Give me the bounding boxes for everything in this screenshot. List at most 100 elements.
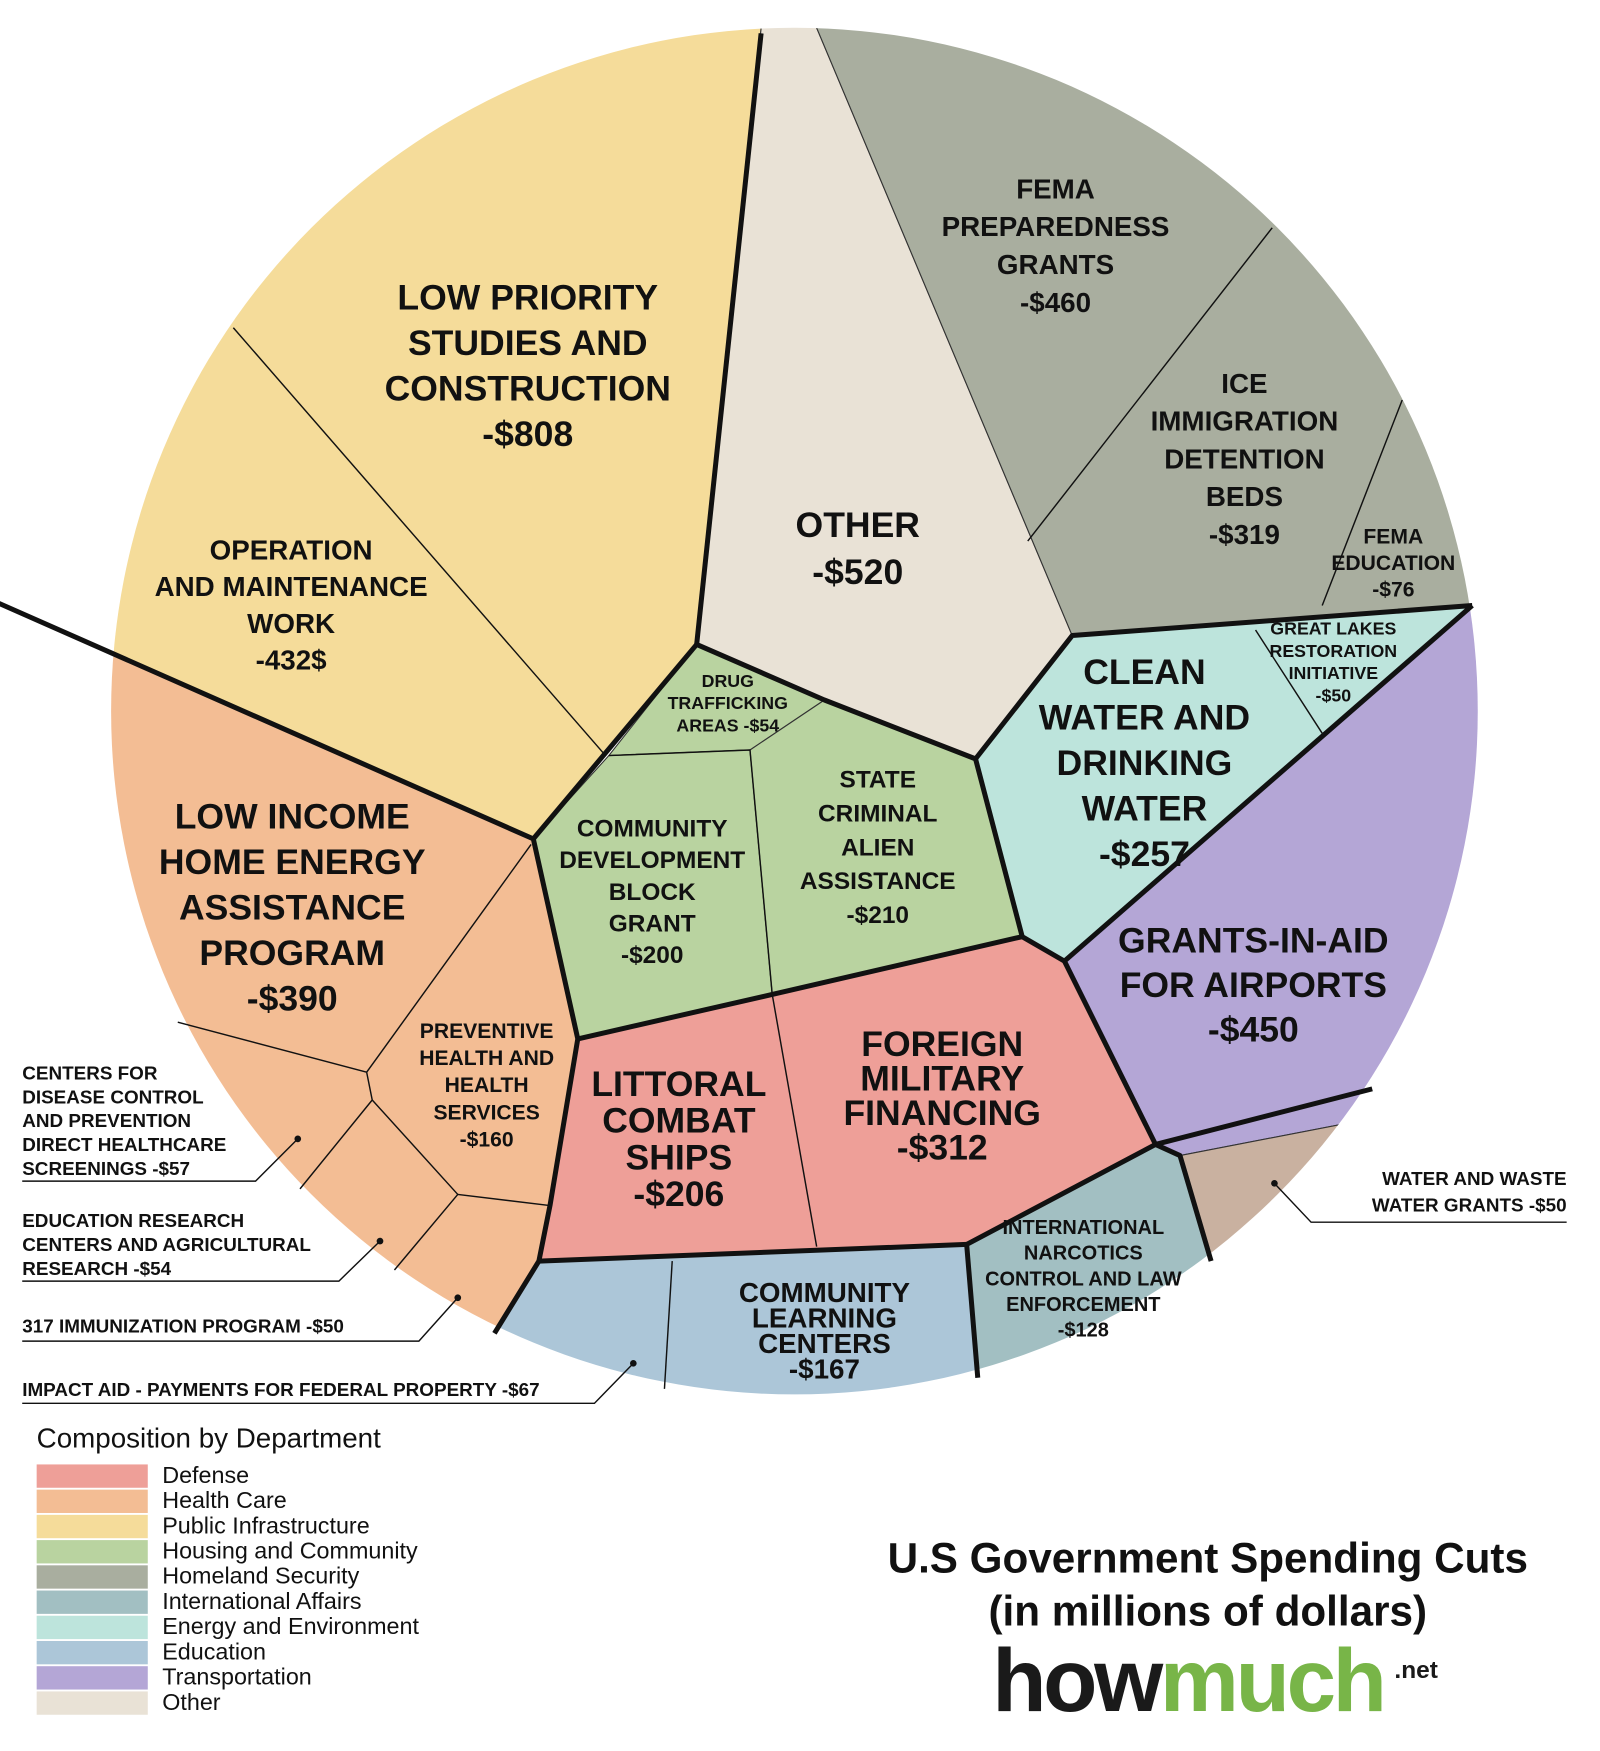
- leader-line: [22, 1362, 634, 1405]
- cell-label: WATER: [1082, 788, 1208, 828]
- cell-label: FOR AIRPORTS: [1120, 965, 1387, 1005]
- cell-label: HEALTH: [445, 1074, 529, 1097]
- callout-label: CENTERS AND AGRICULTURAL: [22, 1235, 311, 1256]
- cell-border: [232, 327, 607, 757]
- leader-line: [22, 1138, 299, 1182]
- legend-label: Education: [162, 1638, 266, 1664]
- legend-title: Composition by Department: [37, 1422, 381, 1453]
- cell-label: -$460: [1020, 287, 1091, 318]
- legend-label: International Affairs: [162, 1588, 361, 1614]
- callout-label: SCREENINGS -$57: [22, 1159, 190, 1180]
- cell-label: GREAT LAKES: [1270, 619, 1396, 639]
- leader-dot: [454, 1294, 462, 1302]
- leader-line: [22, 1297, 459, 1342]
- cell-label: DRINKING: [1057, 743, 1233, 783]
- cell-label: FINANCING: [843, 1093, 1040, 1133]
- cell-border: [457, 1193, 551, 1207]
- callout-label: DIRECT HEALTHCARE: [22, 1135, 226, 1156]
- callout-label: 317 IMMUNIZATION PROGRAM -$50: [22, 1317, 344, 1338]
- leader-line: [22, 1240, 381, 1282]
- cell-label: -$390: [247, 978, 338, 1018]
- legend-swatch: [36, 1514, 148, 1539]
- legend-swatch: [36, 1615, 148, 1640]
- cell-label: OPERATION: [210, 535, 373, 566]
- cell-label: CLEAN: [1083, 652, 1205, 692]
- cell-label: FEMA: [1016, 173, 1095, 204]
- cell-label: WORK: [247, 608, 335, 639]
- cell-label: DETENTION: [1164, 443, 1324, 474]
- cell-label: -$808: [482, 414, 573, 454]
- legend-label: Defense: [162, 1462, 249, 1488]
- cell-label: CONTROL AND LAW: [985, 1268, 1182, 1290]
- cell-label: -$319: [1209, 519, 1280, 550]
- department-border: [1154, 1142, 1214, 1262]
- cell-label: OTHER: [796, 505, 920, 545]
- cell-label: COMMUNITY: [577, 815, 728, 842]
- cell-label: HEALTH AND: [419, 1047, 554, 1070]
- leader-dot: [629, 1359, 637, 1367]
- cell-label: BEDS: [1206, 481, 1283, 512]
- leader-dot: [294, 1135, 302, 1143]
- cell-label: DEVELOPMENT: [559, 847, 745, 874]
- callout-label: CENTERS FOR: [22, 1063, 158, 1084]
- legend-label: Homeland Security: [162, 1563, 359, 1589]
- cell-label: LOW PRIORITY: [397, 277, 658, 317]
- cell-border: [1027, 227, 1273, 542]
- cell-label: -$257: [1099, 834, 1190, 874]
- legend-label: Housing and Community: [162, 1537, 418, 1563]
- cell-label: ICE: [1221, 368, 1267, 399]
- cell-label: COMMUNITY: [739, 1277, 911, 1308]
- leader-dot: [376, 1237, 384, 1245]
- cell-label: ENFORCEMENT: [1006, 1294, 1160, 1316]
- borders: [0, 33, 1474, 1389]
- cell-label: -$167: [789, 1353, 860, 1384]
- cell-label: -$76: [1372, 579, 1414, 602]
- cell-label: INITIATIVE: [1289, 663, 1379, 683]
- callout-label: AND PREVENTION: [22, 1111, 191, 1132]
- department-border: [531, 642, 699, 841]
- callout-label: WATER AND WASTE: [1382, 1169, 1567, 1190]
- logo-much: much: [1160, 1631, 1384, 1730]
- cell-label: COMBAT: [602, 1101, 756, 1141]
- callout-label: EDUCATION RESEARCH: [22, 1211, 244, 1232]
- callout-label: DISEASE CONTROL: [22, 1087, 203, 1108]
- cell-label: PREVENTIVE: [420, 1020, 554, 1043]
- cell-label: -$206: [633, 1174, 724, 1214]
- cell-label: LEARNING: [752, 1302, 897, 1333]
- cell-label: CENTERS: [758, 1328, 891, 1359]
- callout-label: WATER GRANTS -$50: [1372, 1196, 1567, 1217]
- cell-label: GRANT: [609, 910, 696, 937]
- department-border: [0, 601, 581, 1335]
- cell-label: -$450: [1208, 1010, 1299, 1050]
- cell-label: GRANTS-IN-AID: [1118, 921, 1389, 961]
- cell-label: FOREIGN: [861, 1024, 1023, 1064]
- cell-label: AREAS -$54: [676, 715, 779, 735]
- cell-label: -$128: [1058, 1319, 1109, 1341]
- legend-swatch: [36, 1691, 148, 1715]
- department-border: [973, 603, 1474, 964]
- legend-label: Other: [162, 1689, 221, 1715]
- cell-label: RESTORATION: [1269, 641, 1397, 661]
- cell-label: DRUG: [702, 671, 754, 691]
- leader-line: [1273, 1182, 1567, 1223]
- cell-border: [177, 1021, 373, 1190]
- cell-border: [1321, 399, 1403, 606]
- legend-swatch: [36, 1666, 148, 1690]
- cell-label: -$200: [621, 942, 684, 969]
- logo-suffix: .net: [1394, 1657, 1437, 1684]
- callout-label: IMPACT AID - PAYMENTS FOR FEDERAL PROPER…: [22, 1380, 539, 1401]
- labels: LOW PRIORITY STUDIES AND CONSTRUCTION -$808…: [22, 173, 1567, 1730]
- legend-label: Energy and Environment: [162, 1613, 419, 1639]
- cell-label: MILITARY: [860, 1058, 1024, 1098]
- legend-swatch: [36, 1489, 148, 1513]
- legend-swatch: [36, 1640, 148, 1665]
- cell-label: STATE: [840, 767, 916, 794]
- cell-label: AND MAINTENANCE: [155, 571, 428, 602]
- cell-label: PROGRAM: [199, 933, 385, 973]
- legend-swatch: [36, 1540, 148, 1564]
- cell-label: STUDIES AND: [408, 323, 648, 363]
- legend-label: Public Infrastructure: [162, 1512, 369, 1538]
- cell-label: LOW INCOME: [175, 796, 410, 836]
